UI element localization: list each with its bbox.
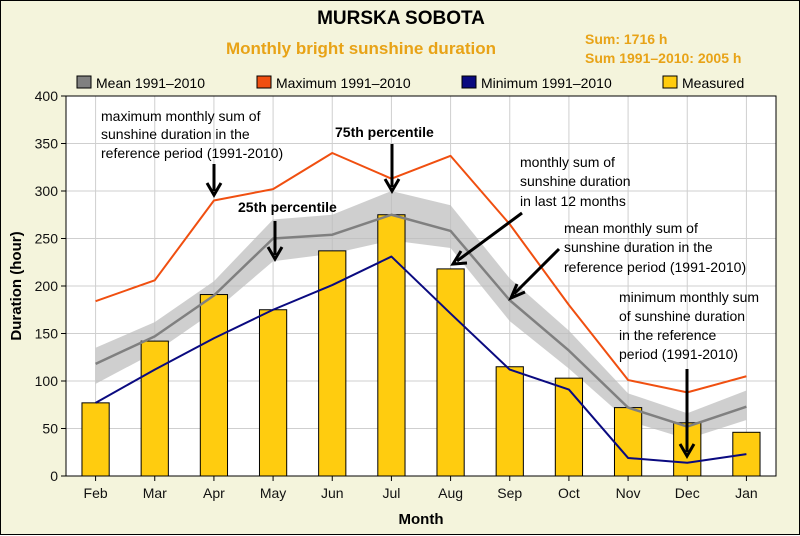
chart-subtitle: Monthly bright sunshine duration: [226, 39, 496, 58]
mean-line: [95, 213, 747, 428]
x-tick-label: Apr: [203, 485, 225, 501]
y-tick-label: 200: [35, 278, 59, 294]
annotation-25th-percentile: 25th percentile: [238, 199, 337, 215]
legend-maximum-swatch: [256, 75, 272, 89]
legend-measured-swatch: [662, 75, 678, 89]
annotation-arrows: [205, 144, 696, 459]
annotation-last-12-months: monthly sum of sunshine duration in last…: [520, 154, 634, 209]
chart-title: MURSKA SOBOTA: [317, 8, 485, 29]
series-lines: [95, 152, 747, 464]
annotation-minimum-line: minimum monthly sum: [619, 289, 759, 305]
measured-bar: [377, 214, 406, 477]
measured-bar: [495, 366, 524, 477]
x-tick-label: Jul: [382, 485, 400, 501]
x-tick-label: Aug: [438, 485, 463, 501]
arrow-last12: [456, 211, 523, 263]
y-tick-label: 100: [35, 373, 59, 389]
x-tick-label: May: [260, 485, 286, 501]
arrow-25th-head: [266, 246, 284, 262]
x-tick-label: Jan: [735, 485, 758, 501]
measured-bar: [613, 407, 643, 477]
y-tick-label: 150: [35, 326, 59, 342]
legend-mean-swatch: [76, 75, 92, 89]
measured-bar: [554, 377, 584, 477]
annotation-minimum: minimum monthly sum of sunshine duration…: [619, 289, 763, 362]
measured-bar: [81, 402, 110, 477]
axis-ticks: 0 50 100 150 200 250 300 350 400 Feb Mar Apr May Jun J…: [35, 88, 758, 501]
minimum-line: [95, 255, 747, 464]
maximum-line: [95, 152, 747, 394]
y-tick-label: 0: [50, 468, 58, 484]
arrow-75th-head: [383, 178, 401, 194]
legend: Mean 1991–2010 Maximum 1991–2010 Minimum…: [76, 75, 744, 91]
arrow-minimum-head: [678, 443, 696, 459]
y-axis-title: Duration (hour): [8, 231, 25, 340]
x-tick-label: Nov: [616, 485, 641, 501]
legend-minimum-label: Minimum 1991–2010: [481, 75, 612, 91]
x-tick-label: Dec: [675, 485, 700, 501]
legend-maximum-label: Maximum 1991–2010: [276, 75, 411, 91]
y-tick-label: 400: [35, 88, 59, 104]
measured-bar: [258, 309, 288, 477]
measured-bar: [436, 268, 465, 477]
annotation-mean-line: reference period (1991-2010): [564, 259, 746, 275]
x-tick-label: Feb: [84, 485, 108, 501]
annotation-minimum-line: of sunshine duration: [619, 308, 745, 324]
arrow-maximum-head: [205, 182, 223, 198]
legend-measured-label: Measured: [682, 75, 744, 91]
y-tick-label: 250: [35, 231, 59, 247]
x-tick-label: Oct: [558, 485, 580, 501]
x-axis-title: Month: [399, 511, 444, 528]
arrow-mean-head: [508, 283, 526, 301]
annotation-mean-line: mean monthly sum of: [564, 220, 698, 236]
annotation-maximum-line: maximum monthly sum of: [101, 108, 261, 124]
x-tick-label: Jun: [321, 485, 344, 501]
legend-minimum-swatch: [461, 75, 477, 89]
annotation-75th-percentile: 75th percentile: [335, 124, 434, 140]
annotation-last12-line: in last 12 months: [520, 193, 626, 209]
measured-bar: [140, 340, 169, 477]
x-tick-label: Mar: [143, 485, 167, 501]
y-tick-label: 350: [35, 136, 59, 152]
arrow-last12-head: [450, 250, 468, 266]
annotation-mean-line: sunshine duration in the: [564, 239, 713, 255]
x-tick-label: Sep: [497, 485, 522, 501]
annotation-last12-line: sunshine duration: [520, 173, 631, 189]
measured-bars: [81, 214, 761, 477]
legend-mean-label: Mean 1991–2010: [96, 75, 205, 91]
annotation-mean: mean monthly sum of sunshine duration in…: [564, 220, 746, 275]
sum-reference: Sum 1991–2010: 2005 h: [585, 50, 741, 66]
y-tick-label: 300: [35, 183, 59, 199]
annotations: maximum monthly sum of sunshine duration…: [101, 108, 763, 459]
annotation-maximum-line: reference period (1991-2010): [101, 145, 283, 161]
sum-current: Sum: 1716 h: [585, 31, 667, 47]
measured-bar: [199, 294, 229, 477]
annotation-maximum-line: sunshine duration in the: [101, 126, 250, 142]
y-tick-label: 50: [42, 421, 58, 437]
annotation-minimum-line: in the reference: [619, 327, 716, 343]
annotation-maximum: maximum monthly sum of sunshine duration…: [101, 108, 283, 161]
arrow-mean: [512, 247, 561, 296]
annotation-minimum-line: period (1991-2010): [619, 346, 738, 362]
annotation-last12-line: monthly sum of: [520, 154, 615, 170]
